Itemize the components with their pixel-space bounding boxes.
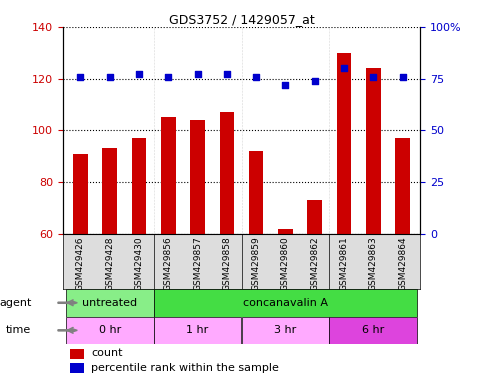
Text: agent: agent (0, 298, 31, 308)
Point (164, 73, 172, 79)
Bar (161, 118, 176, 384)
Text: GSM429859: GSM429859 (252, 237, 261, 291)
Text: GSM429857: GSM429857 (193, 237, 202, 291)
Point (135, 71, 143, 78)
Text: 1 hr: 1 hr (186, 325, 209, 335)
Bar (70, 363, 84, 373)
Bar (73, 154, 88, 384)
Text: GSM429856: GSM429856 (164, 237, 173, 291)
Text: untreated: untreated (82, 298, 137, 308)
Text: GSM429426: GSM429426 (76, 237, 85, 291)
Point (223, 71, 231, 78)
Bar (337, 53, 351, 384)
Bar (66, 289, 154, 316)
Point (106, 73, 114, 79)
Point (399, 73, 407, 79)
Bar (102, 149, 117, 384)
Title: GDS3752 / 1429057_at: GDS3752 / 1429057_at (169, 13, 314, 26)
Bar (366, 68, 381, 384)
Bar (242, 316, 329, 344)
Bar (329, 316, 417, 344)
Bar (70, 349, 84, 359)
Bar (278, 228, 293, 384)
Text: GSM429861: GSM429861 (340, 237, 349, 291)
Point (340, 65, 348, 71)
Point (76, 73, 84, 79)
Text: percentile rank within the sample: percentile rank within the sample (91, 362, 279, 372)
Text: 6 hr: 6 hr (362, 325, 384, 335)
Bar (154, 289, 417, 316)
Text: GSM429858: GSM429858 (222, 237, 231, 291)
Bar (132, 138, 146, 384)
Point (252, 73, 260, 79)
Text: GSM429860: GSM429860 (281, 237, 290, 291)
Text: concanavalin A: concanavalin A (243, 298, 328, 308)
Bar (249, 151, 263, 384)
Bar (66, 316, 154, 344)
Text: GSM429862: GSM429862 (310, 237, 319, 291)
Text: GSM429864: GSM429864 (398, 237, 407, 291)
Text: GSM429428: GSM429428 (105, 237, 114, 291)
Point (194, 71, 201, 78)
Bar (190, 120, 205, 384)
Text: GSM429863: GSM429863 (369, 237, 378, 291)
Point (282, 82, 289, 88)
Bar (307, 200, 322, 384)
Point (369, 73, 377, 79)
Point (311, 78, 319, 84)
Text: count: count (91, 348, 123, 358)
Bar (220, 112, 234, 384)
Text: 0 hr: 0 hr (99, 325, 121, 335)
Bar (395, 138, 410, 384)
Text: time: time (6, 325, 31, 335)
Text: 3 hr: 3 hr (274, 325, 297, 335)
Bar (154, 316, 242, 344)
Text: GSM429430: GSM429430 (134, 237, 143, 291)
